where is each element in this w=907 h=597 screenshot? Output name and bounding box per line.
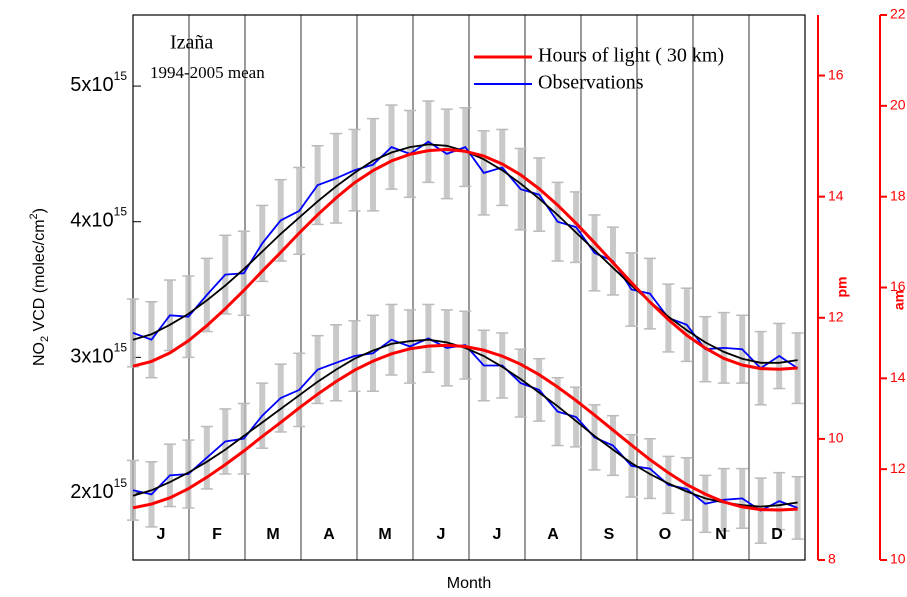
y2-axis-label: pm — [834, 277, 850, 298]
x-tick-label: D — [771, 526, 783, 543]
y3-tick-label: 10 — [890, 551, 906, 567]
y3-tick-label: 12 — [890, 460, 906, 476]
y3-tick-label: 20 — [890, 97, 906, 113]
y3-tick-label: 22 — [890, 6, 906, 22]
y3-tick-label: 16 — [890, 278, 906, 294]
x-tick-label: J — [437, 526, 446, 543]
y2-tick-label: 14 — [828, 187, 844, 203]
y3-tick-label: 18 — [890, 187, 906, 203]
x-tick-label: S — [604, 526, 615, 543]
y-axis-label-part: VCD (molec/cm — [31, 219, 48, 335]
y-tick-label: 5x1015 — [70, 69, 127, 96]
x-tick-label: J — [157, 526, 166, 543]
legend-label: Hours of light ( 30 km) — [538, 45, 724, 67]
y-axis-label-part: 2 — [28, 213, 40, 219]
x-tick-label: A — [323, 526, 335, 543]
legend-label: Observations — [538, 72, 644, 94]
y-tick-label: 4x1015 — [70, 205, 127, 232]
y-axis-label-part: ) — [31, 208, 48, 213]
y-tick-label-exponent: 15 — [114, 341, 128, 355]
y-tick-label-exponent: 15 — [114, 476, 128, 490]
series-line — [132, 147, 798, 371]
y-tick-label-base: 2x10 — [70, 481, 113, 503]
y2-tick-label: 12 — [828, 308, 844, 324]
y-tick-label-base: 5x10 — [70, 74, 113, 96]
y-tick-label-exponent: 15 — [114, 205, 128, 219]
x-tick-label: M — [378, 526, 391, 543]
y2-tick-label: 10 — [828, 430, 844, 446]
x-axis-label: Month — [447, 575, 491, 592]
x-tick-label: M — [266, 526, 279, 543]
x-tick-label: O — [659, 526, 671, 543]
y-tick-label: 3x1015 — [70, 341, 127, 368]
y-axis-label-part: 2 — [39, 336, 51, 342]
annotation: 1994-2005 mean — [150, 63, 265, 82]
y3-tick-label: 14 — [890, 369, 906, 385]
x-tick-label: A — [547, 526, 559, 543]
y2-tick-label: 8 — [828, 551, 836, 567]
x-tick-label: N — [715, 526, 727, 543]
y-axis-label-part: NO — [31, 342, 48, 366]
x-tick-label: F — [212, 526, 222, 543]
y-axis-label: NO2 VCD (molec/cm2) — [28, 208, 51, 366]
x-tick-label: J — [493, 526, 502, 543]
y-tick-label-base: 3x10 — [70, 346, 113, 368]
y-tick-label-base: 4x10 — [70, 210, 113, 232]
y-tick-label-exponent: 15 — [114, 69, 128, 83]
y2-tick-label: 16 — [828, 66, 844, 82]
y-tick-label: 2x1015 — [70, 476, 127, 503]
annotation: Izaña — [170, 32, 213, 54]
series-line — [132, 343, 798, 512]
y3-axis-label: am — [891, 290, 907, 310]
series-line — [132, 140, 799, 370]
